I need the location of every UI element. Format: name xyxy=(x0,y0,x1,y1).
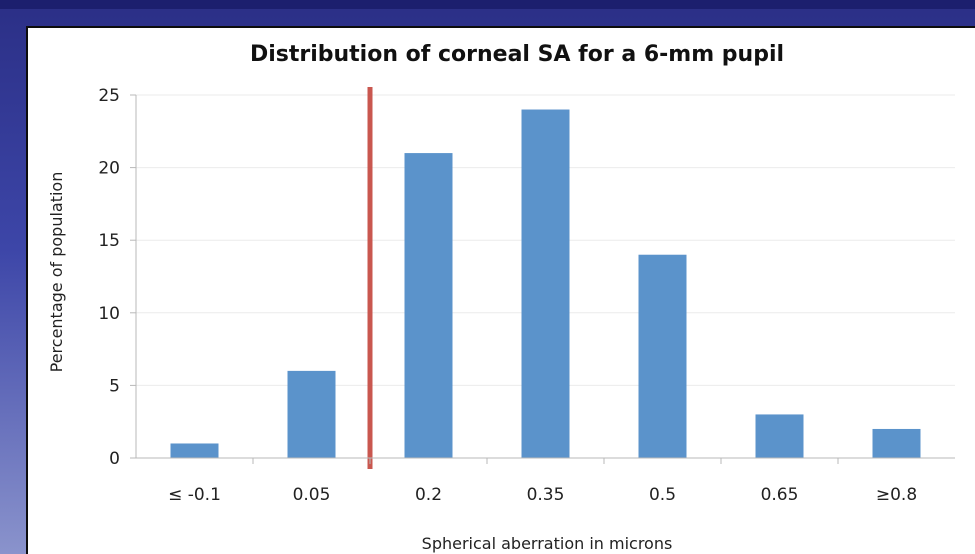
bar xyxy=(638,254,687,458)
y-axis-label: Percentage of population xyxy=(47,172,66,373)
bar xyxy=(287,370,336,458)
bars xyxy=(170,109,921,459)
chart-slide xyxy=(26,26,975,554)
x-tick-label: 0.5 xyxy=(649,485,676,505)
y-tick-label: 25 xyxy=(98,86,120,106)
y-tick-label: 15 xyxy=(98,231,120,251)
y-tick-label: 10 xyxy=(98,304,120,324)
bar xyxy=(170,443,219,458)
chart-title: Distribution of corneal SA for a 6-mm pu… xyxy=(250,42,784,67)
bar xyxy=(755,414,804,458)
y-tick-label: 20 xyxy=(98,159,120,179)
slide-top-strip xyxy=(0,0,975,9)
bar xyxy=(404,153,453,458)
x-tick-label: ≥0.8 xyxy=(876,485,917,505)
bar xyxy=(872,428,921,458)
y-tick-label: 5 xyxy=(109,376,120,396)
y-tick-label: 0 xyxy=(109,449,120,469)
x-tick-label: ≤ -0.1 xyxy=(168,485,221,505)
x-tick-label: 0.2 xyxy=(415,485,442,505)
x-tick-label: 0.05 xyxy=(293,485,331,505)
x-axis-label: Spherical aberration in microns xyxy=(422,534,673,553)
axes xyxy=(130,94,955,464)
x-tick-label: 0.65 xyxy=(761,485,799,505)
y-tick-labels: 0 5 10 15 20 25 xyxy=(98,86,120,469)
bar xyxy=(521,109,570,459)
x-tick-labels: ≤ -0.1 0.05 0.2 0.35 0.5 0.65 ≥0.8 xyxy=(168,485,917,505)
x-tick-label: 0.35 xyxy=(527,485,565,505)
